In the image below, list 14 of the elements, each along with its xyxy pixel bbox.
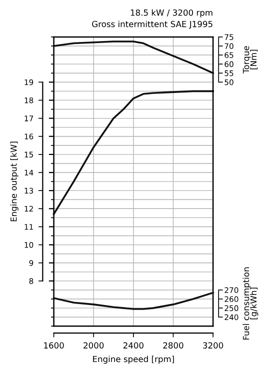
chart-title: 18.5 kW / 3200 rpm (130, 9, 212, 18)
y3-axis-title: Fuel consumption [g/kWh] (242, 267, 258, 340)
line-series (52, 40, 214, 74)
x-tick-label: 2800 (163, 342, 184, 349)
chart-subtitle: Gross intermittent SAE J1995 (92, 20, 212, 29)
x-tick-label: 2400 (123, 342, 144, 349)
x-tick-label: 2000 (84, 342, 104, 349)
y2-axis-title: Torque [Nm] (242, 46, 258, 74)
y-axis-title: Engine output [kW] (10, 142, 18, 222)
line-series (52, 90, 214, 215)
x-tick-label: 3200 (203, 342, 224, 349)
x-axis-title: Engine speed [rpm] (93, 356, 174, 364)
line-series (52, 292, 214, 310)
x-tick-label: 1600 (44, 342, 64, 349)
